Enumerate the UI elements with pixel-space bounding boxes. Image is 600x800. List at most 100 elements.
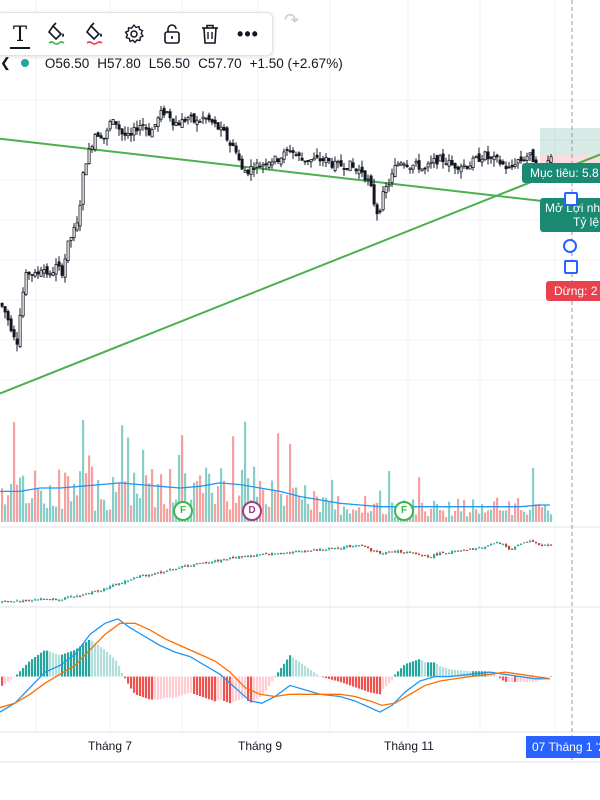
volume-bar <box>529 509 532 522</box>
macd-histogram-bar <box>364 676 367 691</box>
volume-bar <box>295 487 298 522</box>
macd-histogram-bar <box>109 654 112 677</box>
candle-body <box>519 156 523 162</box>
volume-bar <box>37 488 40 522</box>
volume-bar <box>205 467 208 522</box>
candle-body <box>270 161 274 166</box>
indicator-candle <box>460 550 463 552</box>
indicator-candle <box>310 550 313 552</box>
candle-body <box>345 167 349 170</box>
volume-bar <box>193 482 196 522</box>
macd-histogram-bar <box>517 676 520 682</box>
volume-bar <box>367 512 370 522</box>
candle-body <box>141 124 145 126</box>
volume-bar <box>202 493 205 522</box>
marker-f[interactable]: F <box>394 501 414 521</box>
unlock-button[interactable] <box>153 17 191 51</box>
macd-histogram-bar <box>271 676 274 682</box>
volume-bar <box>235 502 238 522</box>
indicator-candle <box>13 601 16 603</box>
line-color-button[interactable] <box>77 17 115 51</box>
macd-histogram-bar <box>64 653 67 677</box>
candle-body <box>471 157 475 168</box>
macd-histogram-bar <box>295 659 298 677</box>
indicator-candle <box>514 546 517 550</box>
indicator-candle <box>1 601 4 603</box>
indicator-candle <box>154 573 157 575</box>
candle-body <box>54 264 58 275</box>
macd-histogram-bar <box>127 676 130 684</box>
macd-histogram-bar <box>274 676 277 678</box>
indicator-candle <box>412 552 415 554</box>
redo-icon[interactable]: ↷ <box>284 10 300 30</box>
volume-bar <box>448 501 451 522</box>
indicator-candle <box>118 583 121 586</box>
settings-button[interactable] <box>115 17 153 51</box>
volume-bar <box>10 483 13 522</box>
volume-bar <box>226 501 229 522</box>
indicator-candle <box>52 598 55 600</box>
macd-histogram-bar <box>325 676 328 679</box>
fill-color-button[interactable] <box>39 17 77 51</box>
macd-histogram-bar <box>184 676 187 695</box>
indicator-candle <box>337 547 340 549</box>
volume-bar <box>466 516 469 522</box>
candle-body <box>507 166 511 169</box>
indicator-candle <box>427 555 430 558</box>
candle-body <box>30 274 34 276</box>
indicator-candle <box>274 553 277 555</box>
macd-histogram-bar <box>526 676 529 682</box>
more-button[interactable]: ••• <box>229 17 267 51</box>
marker-d[interactable]: D <box>242 501 262 521</box>
indicator-candle <box>526 541 529 543</box>
delete-button[interactable] <box>191 17 229 51</box>
indicator-candle <box>298 551 301 553</box>
candle-body <box>549 156 553 163</box>
candle-body <box>414 160 418 164</box>
macd-histogram-bar <box>343 676 346 684</box>
stop-label[interactable]: Dừng: 2 <box>546 281 600 301</box>
candle-body <box>357 169 361 175</box>
indicator-candle <box>367 546 370 548</box>
volume-bar <box>136 493 139 522</box>
volume-bar <box>376 502 379 522</box>
indicator-candle <box>181 565 184 568</box>
volume-bar <box>166 508 169 522</box>
volume-bar <box>349 513 352 522</box>
indicator-candle <box>541 544 544 546</box>
collapse-chevron-icon[interactable]: ❮ <box>0 55 11 70</box>
indicator-candle <box>64 597 67 600</box>
candle-body <box>441 153 445 163</box>
indicator-candle <box>331 548 334 550</box>
indicator-candle <box>214 560 217 563</box>
indicator-candle <box>268 553 271 555</box>
indicator-candle <box>217 559 220 562</box>
target-handle[interactable] <box>564 192 578 206</box>
candle-body <box>303 160 307 163</box>
volume-bar <box>262 489 265 522</box>
macd-histogram-bar <box>292 657 295 677</box>
macd-histogram-bar <box>355 676 358 688</box>
candle-body <box>192 113 196 123</box>
close-label: C <box>198 55 208 71</box>
candle-body <box>75 222 79 231</box>
target-label[interactable]: Mục tiêu: 5.8 <box>522 163 600 183</box>
volume-bar <box>103 499 106 522</box>
marker-f[interactable]: F <box>173 501 193 521</box>
indicator-candle <box>250 555 253 558</box>
indicator-candle <box>223 559 226 561</box>
entry-handle[interactable] <box>563 239 577 253</box>
candle-body <box>138 125 142 131</box>
candle-body <box>156 117 160 127</box>
macd-histogram-bar <box>319 676 322 678</box>
indicator-candle <box>550 544 553 546</box>
text-tool-button[interactable]: T <box>1 17 39 51</box>
stop-handle[interactable] <box>564 260 578 274</box>
candle-body <box>180 119 184 128</box>
volume-bar <box>259 480 262 522</box>
indicator-candle <box>115 584 118 586</box>
indicator-candle <box>178 567 181 569</box>
candle-body <box>237 153 241 161</box>
candle-body <box>516 159 520 164</box>
